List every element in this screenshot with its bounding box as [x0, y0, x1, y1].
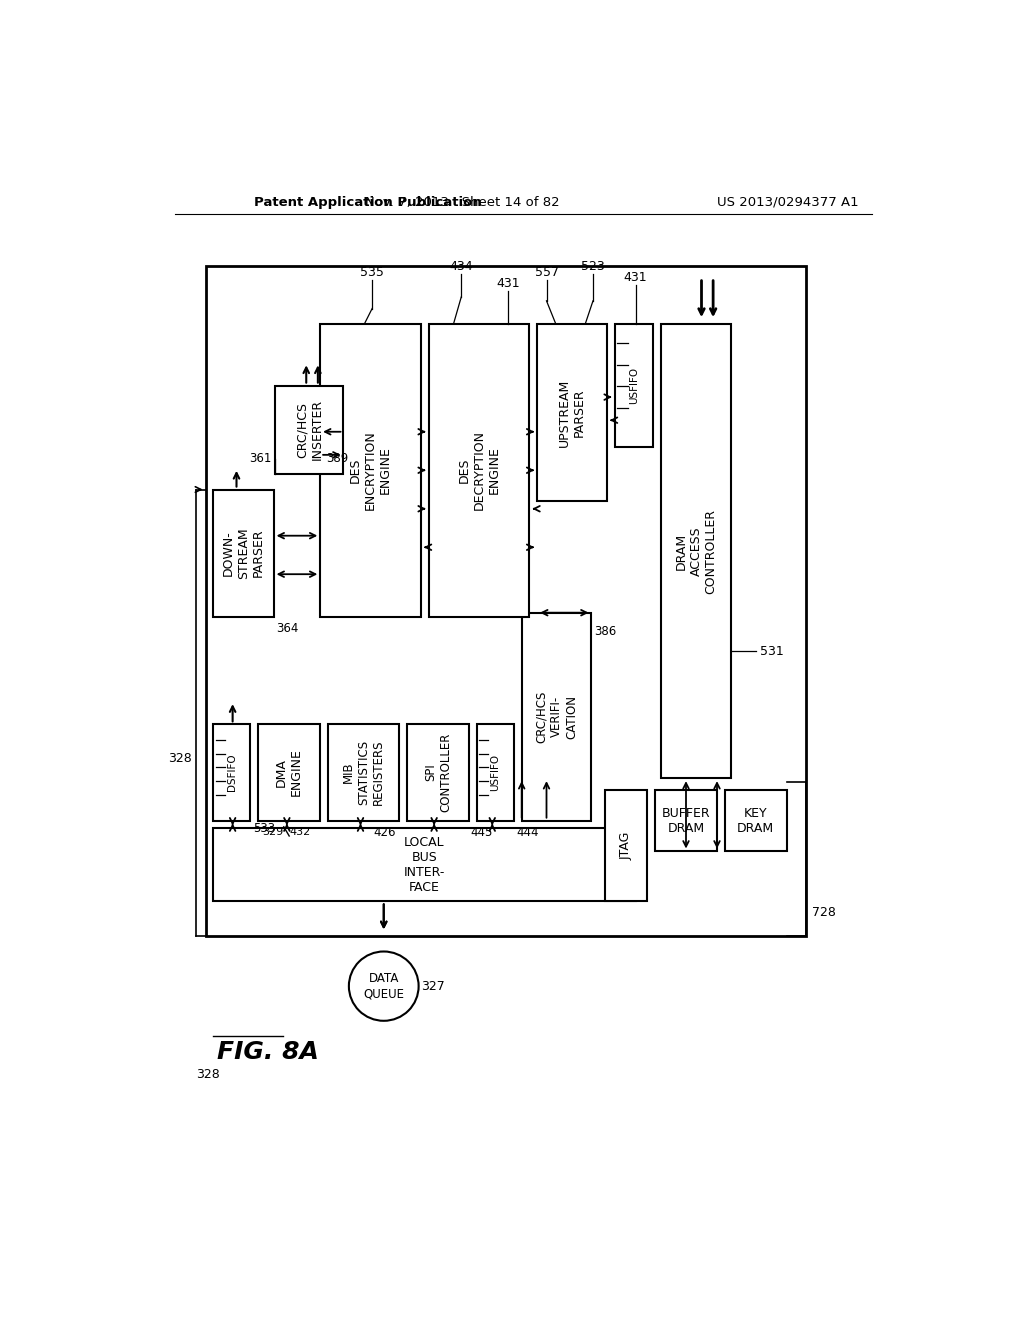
Text: DOWN-
STREAM
PARSER: DOWN- STREAM PARSER — [222, 527, 265, 579]
Text: 431: 431 — [624, 271, 647, 284]
Text: FIG. 8A: FIG. 8A — [217, 1040, 319, 1064]
Text: LOCAL
BUS
INTER-
FACE: LOCAL BUS INTER- FACE — [403, 836, 445, 894]
Text: 523: 523 — [582, 260, 605, 273]
Text: 531: 531 — [760, 644, 783, 657]
Text: DES
ENCRYPTION
ENGINE: DES ENCRYPTION ENGINE — [349, 430, 392, 510]
Bar — [604, 789, 647, 902]
Text: 533: 533 — [253, 822, 274, 834]
Text: 329: 329 — [262, 828, 284, 837]
Bar — [655, 789, 717, 851]
Bar — [206, 267, 806, 936]
Text: DMA
ENGINE: DMA ENGINE — [275, 748, 303, 796]
Text: DES
DECRYPTION
ENGINE: DES DECRYPTION ENGINE — [458, 430, 501, 511]
Text: 535: 535 — [360, 265, 384, 279]
Text: CRC/HCS
INSERTER: CRC/HCS INSERTER — [295, 399, 324, 461]
Bar — [213, 725, 251, 821]
Bar — [407, 725, 469, 821]
Text: 434: 434 — [450, 260, 473, 273]
Text: 557: 557 — [535, 265, 558, 279]
Text: 432: 432 — [289, 828, 310, 837]
Text: SPI
CONTROLLER: SPI CONTROLLER — [424, 733, 452, 812]
Text: 389: 389 — [327, 453, 349, 465]
Text: 364: 364 — [276, 622, 298, 635]
Bar — [662, 323, 731, 779]
Text: KEY
DRAM: KEY DRAM — [737, 807, 774, 834]
Text: DRAM
ACCESS
CONTROLLER: DRAM ACCESS CONTROLLER — [675, 508, 718, 594]
Bar — [213, 490, 273, 616]
Bar — [614, 323, 653, 447]
Bar — [321, 323, 421, 616]
Text: 728: 728 — [812, 907, 836, 920]
Text: 327: 327 — [421, 979, 444, 993]
Text: 445: 445 — [471, 825, 493, 838]
Text: DSFIFO: DSFIFO — [227, 754, 237, 791]
Text: CRC/HCS
VERIFI-
CATION: CRC/HCS VERIFI- CATION — [536, 690, 579, 743]
Text: 328: 328 — [197, 1068, 220, 1081]
Text: UPSTREAM
PARSER: UPSTREAM PARSER — [558, 379, 586, 446]
Text: Patent Application Publication: Patent Application Publication — [254, 195, 481, 209]
Text: 361: 361 — [249, 453, 271, 465]
Bar — [725, 789, 786, 851]
Text: 386: 386 — [594, 626, 616, 639]
Bar — [538, 323, 607, 502]
Bar — [258, 725, 321, 821]
Text: USFIFO: USFIFO — [629, 367, 639, 404]
Text: 328: 328 — [168, 752, 191, 766]
Circle shape — [349, 952, 419, 1020]
Text: 444: 444 — [516, 825, 539, 838]
Bar — [477, 725, 514, 821]
Text: BUFFER
DRAM: BUFFER DRAM — [662, 807, 711, 834]
Text: DATA
QUEUE: DATA QUEUE — [364, 972, 404, 1001]
Text: 431: 431 — [496, 277, 519, 289]
Bar — [429, 323, 529, 616]
Text: USFIFO: USFIFO — [490, 754, 501, 791]
Bar — [213, 829, 636, 902]
Bar — [521, 612, 592, 821]
Bar — [275, 385, 343, 474]
Text: 426: 426 — [373, 825, 395, 838]
Text: JTAG: JTAG — [620, 832, 633, 859]
Text: US 2013/0294377 A1: US 2013/0294377 A1 — [717, 195, 859, 209]
Text: MIB
STATISTICS
REGISTERS: MIB STATISTICS REGISTERS — [342, 739, 385, 805]
Text: Nov. 7, 2013   Sheet 14 of 82: Nov. 7, 2013 Sheet 14 of 82 — [366, 195, 560, 209]
Bar — [328, 725, 399, 821]
